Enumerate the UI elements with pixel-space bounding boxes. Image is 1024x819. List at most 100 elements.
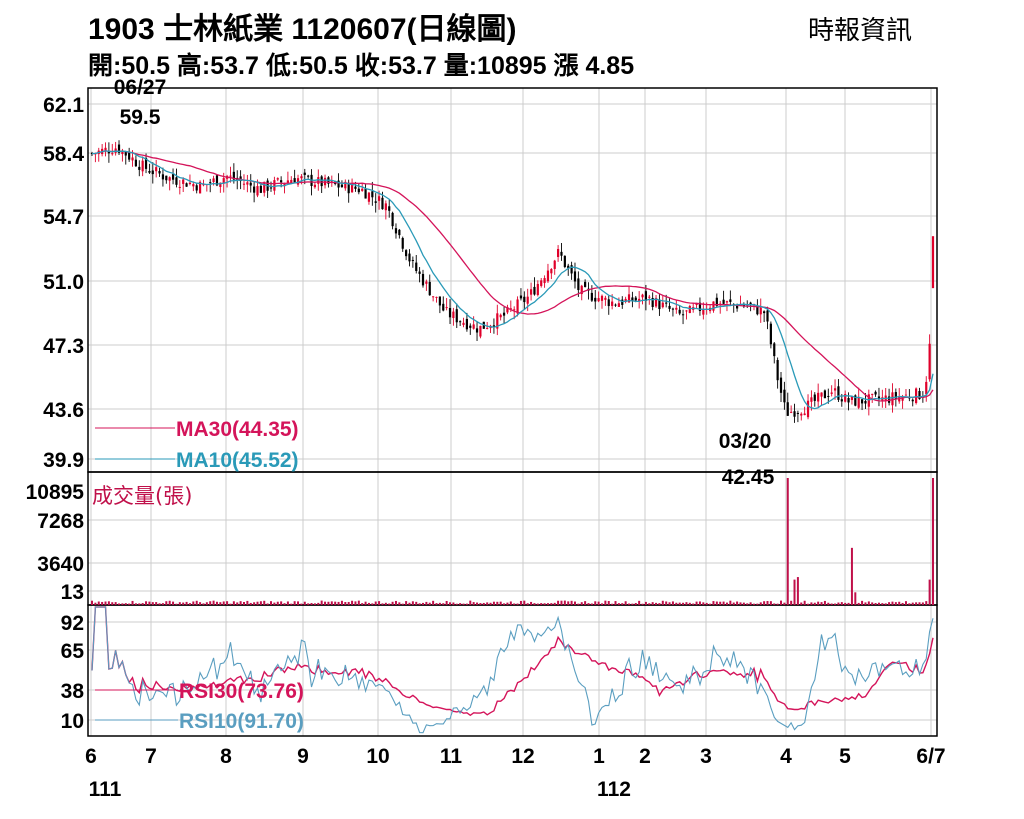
volume-bar [469,600,472,605]
volume-bar [418,603,421,605]
volume-bar [263,600,266,605]
volume-bar [330,601,333,605]
candle-body [702,309,705,315]
volume-bar [91,600,93,605]
volume-bar [550,603,553,605]
volume-bar [661,600,664,605]
candle-body [695,303,698,305]
volume-bar [854,592,857,605]
volume-bar [367,602,370,605]
volume-bar [837,602,840,605]
volume-bar [273,602,276,605]
candle-body [472,324,475,329]
candle-body [688,306,691,314]
volume-bar [678,602,681,605]
volume-bar [523,600,526,605]
candle-body [783,389,786,403]
volume-bar [411,601,414,605]
candle-body [263,181,266,193]
volume-bar [172,601,175,605]
volume-bar [378,601,381,605]
volume-bar [648,603,651,605]
volume-bar [607,601,610,605]
volume-bar [827,602,830,605]
volume-bar [114,602,117,605]
candle-body [411,259,414,261]
volume-bar [823,600,826,605]
volume-bar [347,601,350,605]
candle-body [759,307,762,315]
rsi-panel-frame [87,604,938,737]
candle-body [408,253,411,262]
volume-bar [533,603,536,605]
candle-body [813,394,816,401]
candle-body [222,178,225,184]
candle-body [506,307,509,313]
volume-bar [671,601,674,605]
volume-bar [476,602,479,605]
candle-body [749,302,752,306]
volume-bar [840,602,843,605]
candle-body [513,309,516,311]
candle-body [891,392,894,406]
price-tick-label: 62.1 [43,94,84,117]
candle-body [155,167,158,172]
candle-body [904,394,908,396]
candle-body [492,325,496,328]
candle-body [286,180,289,183]
volume-bar [283,603,286,605]
volume-bar [655,602,658,605]
volume-bar [908,603,911,605]
candle-body [428,281,431,296]
candle-body [185,183,188,187]
volume-bar [871,602,874,605]
candle-body [253,186,256,193]
volume-bar [351,600,354,605]
volume-bar [601,603,604,605]
volume-bar [915,602,918,605]
volume-bar [253,602,256,605]
candle-body [107,151,110,154]
candle-body [425,281,428,284]
candle-body [367,192,371,202]
volume-bar [546,603,549,605]
volume-bar [492,601,495,605]
candle-body [188,182,192,185]
volume-bar [148,601,151,605]
candle-body [617,303,620,307]
candle-body [523,296,526,303]
annotations: 06/27 59.5 03/20 42.45 [114,76,775,489]
volume-bar [462,603,465,605]
candle-body [901,396,904,401]
candle-body [793,411,796,417]
volume-bar [651,602,654,605]
volume-bar [739,602,742,605]
volume-bar [472,602,475,605]
candle-body [529,289,533,295]
volume-bar [553,602,556,605]
candle-body [296,178,300,185]
candle-body [806,400,810,418]
volume-bar [155,602,158,605]
volume-bar [932,478,934,605]
candle-body [627,294,631,303]
candle-body [827,395,830,397]
volume-bar [212,600,215,605]
candle-body [894,392,897,399]
x-tick-label: 6 [85,745,97,768]
candle-body [540,280,543,286]
volume-bar [526,603,529,605]
volume-bars [91,478,934,605]
volume-bar [486,602,489,605]
volume-bar [766,601,769,605]
candle-body [499,314,502,318]
candle-body [567,265,570,269]
candle-body [925,381,928,395]
volume-bar [111,602,114,605]
volume-bar [810,602,813,605]
volume-bar [391,601,394,605]
candle-body [725,301,729,303]
x-tick-label: 7 [145,745,157,768]
volume-bar [888,602,891,605]
candle-body [584,281,587,287]
